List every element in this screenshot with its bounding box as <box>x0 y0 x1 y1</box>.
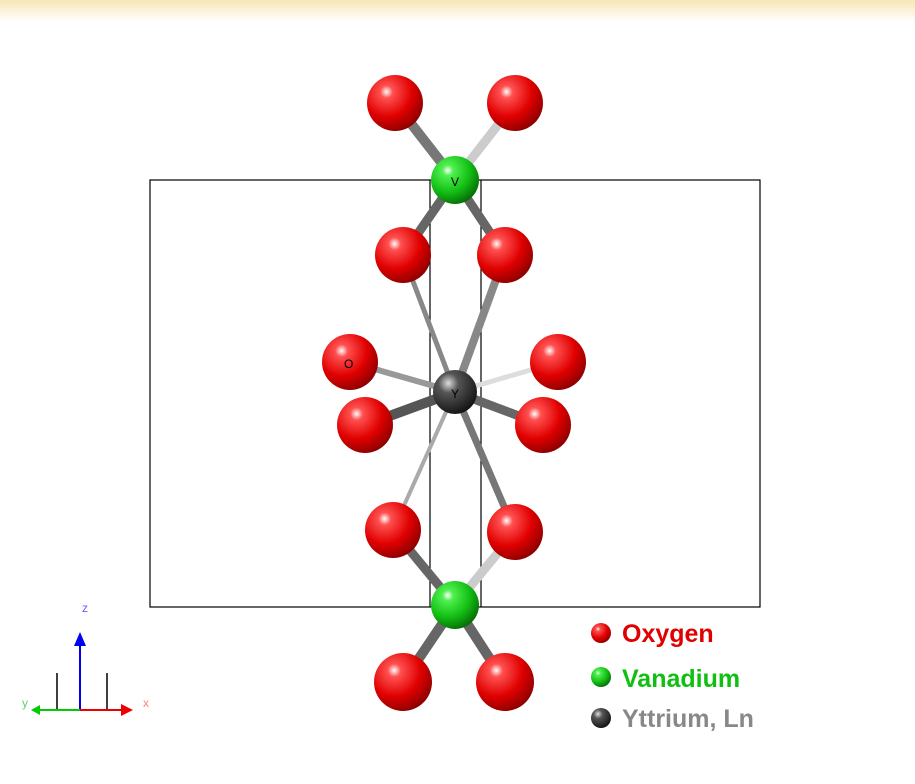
oxygen-atom <box>337 397 393 453</box>
oxygen-atom <box>477 227 533 283</box>
atom-label: V <box>451 175 459 189</box>
oxygen-atom <box>374 653 432 711</box>
legend-label: Oxygen <box>622 620 714 648</box>
oxygen-atom <box>367 75 423 131</box>
oxygen-atom <box>365 502 421 558</box>
atom-label: Y <box>451 387 459 401</box>
legend-swatch <box>591 708 611 728</box>
vanadium-atom <box>431 581 479 629</box>
legend: Oxygen Vanadium Yttrium, Ln <box>591 620 754 733</box>
axis-label: y <box>22 696 28 710</box>
oxygen-atom <box>487 504 543 560</box>
legend-label: Yttrium, Ln <box>622 705 754 733</box>
oxygen-atom <box>487 75 543 131</box>
legend-swatch <box>591 623 611 643</box>
oxygen-atom <box>375 227 431 283</box>
axis-label: z <box>82 601 88 615</box>
legend-swatch <box>591 667 611 687</box>
oxygen-atom <box>476 653 534 711</box>
oxygen-atom <box>530 334 586 390</box>
top-band <box>0 0 915 22</box>
legend-label: Vanadium <box>622 665 740 693</box>
axis-triad: z x y <box>22 601 149 716</box>
oxygen-atom <box>515 397 571 453</box>
axis-label: x <box>143 696 149 710</box>
atom-label: O <box>344 357 353 371</box>
structure-view: O V Y z x y Oxygen Vanadium Yttrium, Ln <box>0 0 915 784</box>
